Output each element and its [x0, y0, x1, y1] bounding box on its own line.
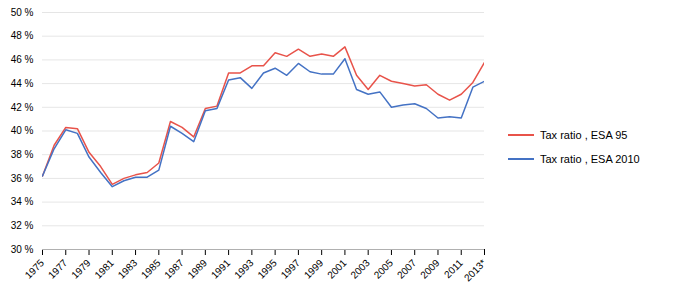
svg-text:30 %: 30 %	[11, 244, 34, 255]
svg-text:44 %: 44 %	[11, 78, 34, 89]
svg-text:2007: 2007	[395, 257, 419, 281]
svg-text:2011: 2011	[441, 257, 465, 281]
svg-text:1995: 1995	[255, 257, 279, 281]
html-text:Tax ratio , ESA 2010: Tax ratio , ESA 2010	[540, 152, 640, 165]
svg-text:1979: 1979	[69, 257, 93, 281]
svg-text:2001: 2001	[325, 257, 349, 281]
svg-text:48 %: 48 %	[11, 30, 34, 41]
svg-text:50 %: 50 %	[11, 7, 34, 18]
svg-text:40 %: 40 %	[11, 125, 34, 136]
html-text:Tax ratio , ESA 95: Tax ratio , ESA 95	[540, 128, 628, 141]
svg-text:1987: 1987	[162, 257, 186, 281]
svg-text:2009: 2009	[418, 257, 442, 281]
svg-text:1981: 1981	[92, 257, 116, 281]
svg-text:42 %: 42 %	[11, 102, 34, 113]
svg-text:1975: 1975	[23, 257, 47, 281]
svg-text:1999: 1999	[302, 257, 326, 281]
svg-text:32 %: 32 %	[11, 220, 34, 231]
svg-text:1977: 1977	[46, 257, 70, 281]
svg-text:1983: 1983	[116, 257, 140, 281]
svg-text:2005: 2005	[372, 257, 396, 281]
svg-text:1991: 1991	[209, 257, 233, 281]
svg-text:46 %: 46 %	[11, 54, 34, 65]
svg-text:1993: 1993	[232, 257, 256, 281]
svg-text:1997: 1997	[279, 257, 303, 281]
svg-text:1985: 1985	[139, 257, 163, 281]
svg-text:2013*: 2013*	[462, 257, 488, 283]
svg-text:2003: 2003	[348, 257, 372, 281]
svg-text:34 %: 34 %	[11, 196, 34, 207]
svg-text:36 %: 36 %	[11, 173, 34, 184]
svg-text:38 %: 38 %	[11, 149, 34, 160]
svg-text:1989: 1989	[186, 257, 210, 281]
